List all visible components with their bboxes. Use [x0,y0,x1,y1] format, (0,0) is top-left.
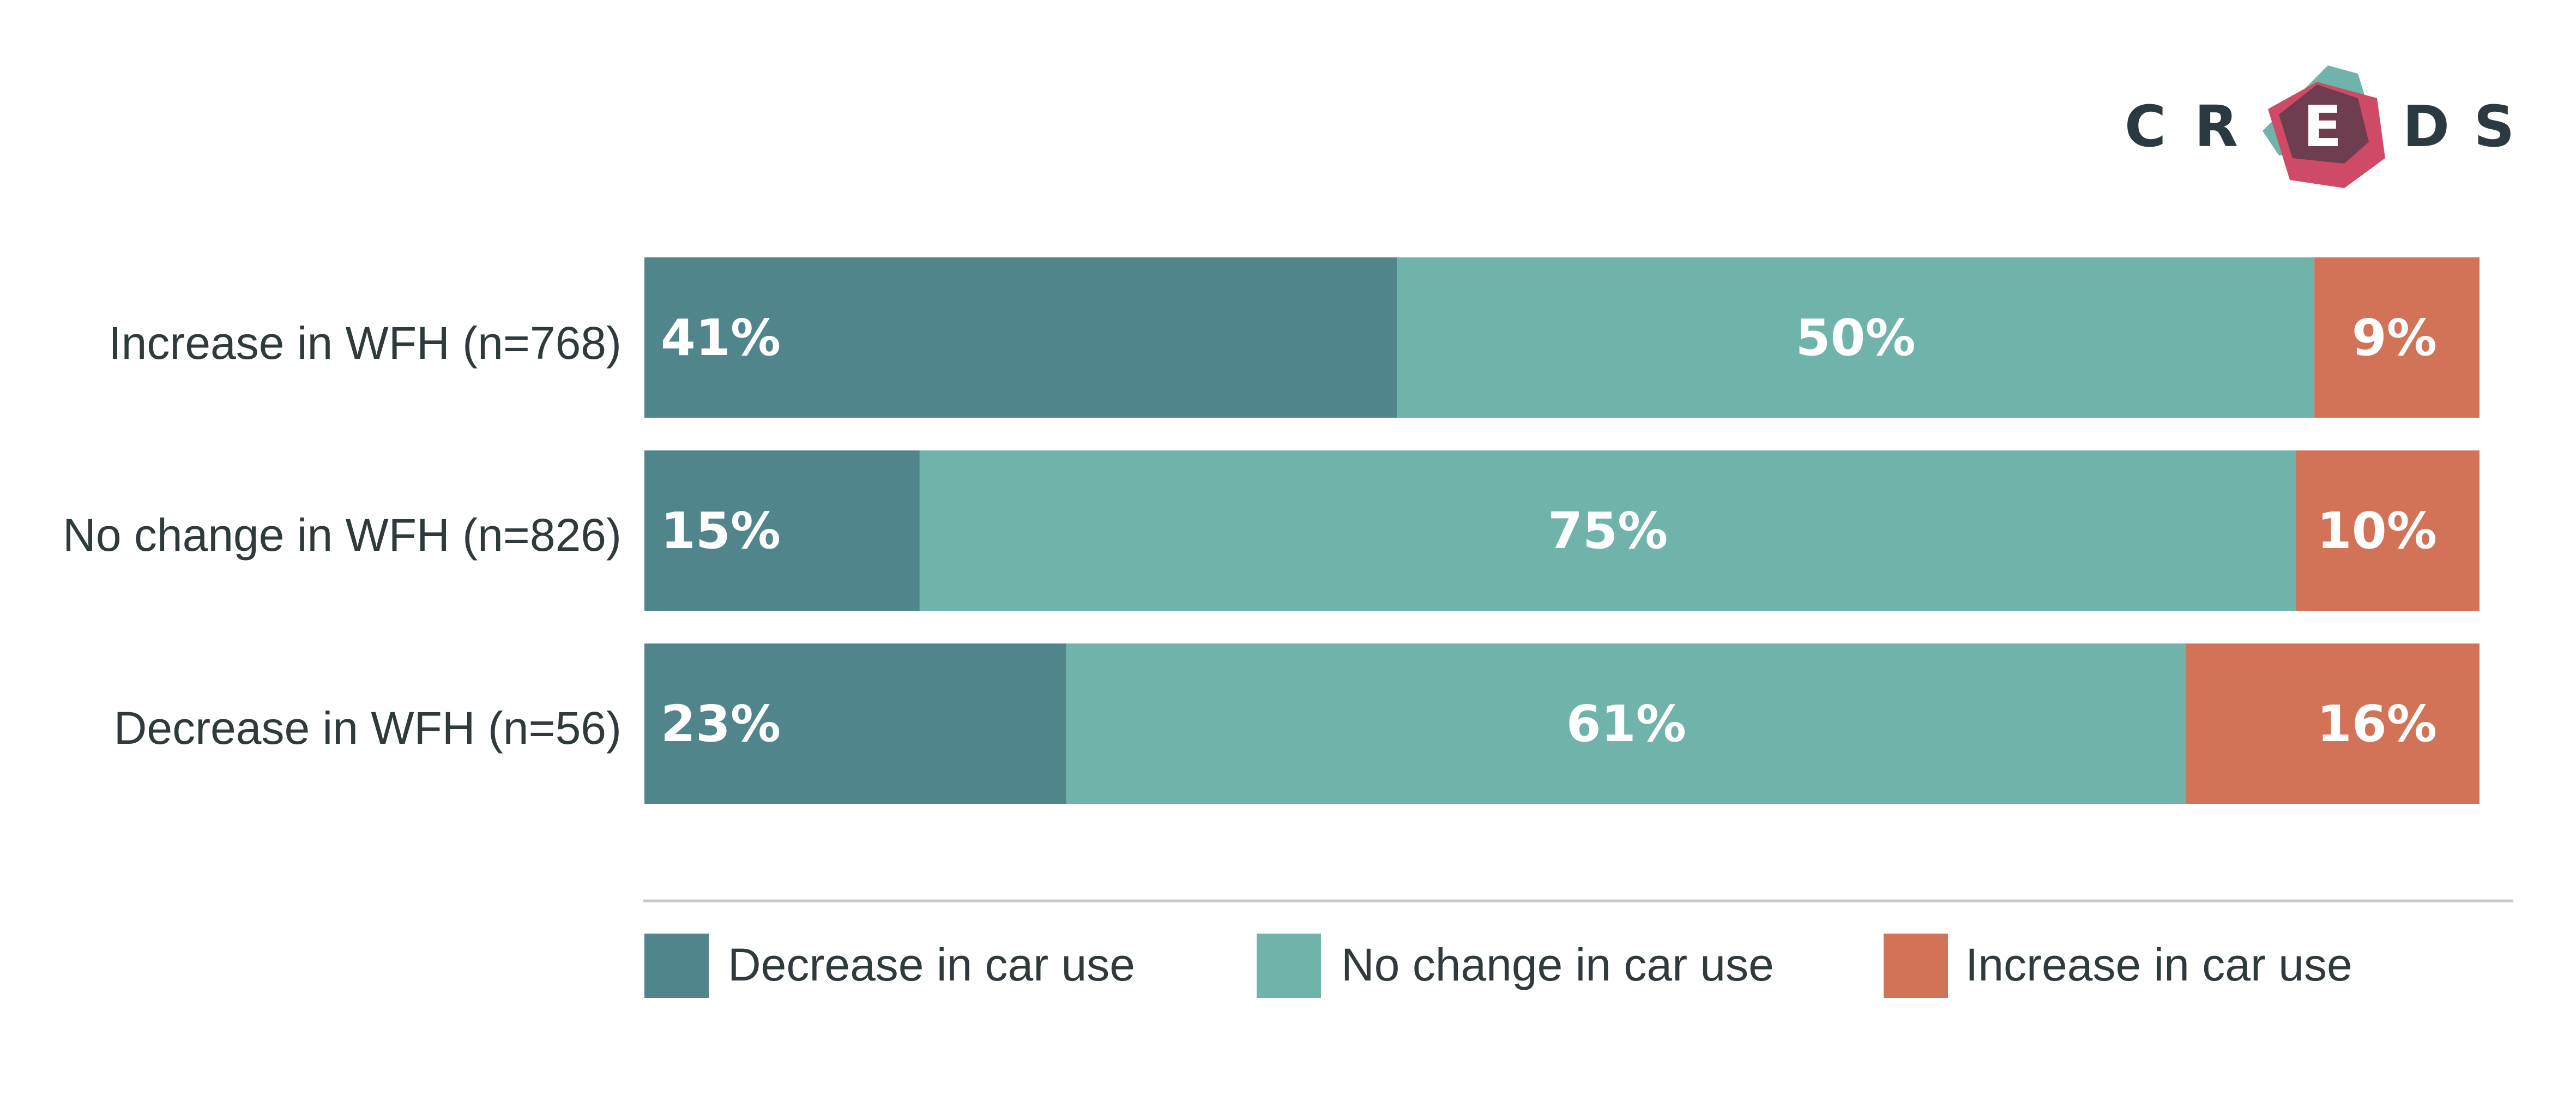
bar-group [644,257,2480,804]
bar-value-label: 15% [661,502,781,560]
category-label: Decrease in WFH (n=56) [114,702,622,754]
logo-letter-d: D [2403,93,2450,160]
bar-value-label: 9% [2352,309,2437,367]
legend-swatch-increase [1884,934,1948,998]
bar-no-change [919,450,2296,611]
logo-letter-c: C [2125,93,2166,160]
bar-increase [2314,257,2480,418]
logo-letter-e: E [2303,93,2342,160]
category-label: Increase in WFH (n=768) [108,317,622,369]
legend-label-increase: Increase in car use [1965,939,2352,990]
category-label: No change in WFH (n=826) [63,509,622,561]
logo-overlap-shape [2279,85,2369,164]
bar-value-label: 75% [1548,502,1668,560]
bar-value-label: 41% [661,309,781,367]
legend-swatch-no-change [1257,934,1321,998]
bar-label-group: 41% 50% 9% 15% 75% 10% 23% 61% 16% [661,309,2437,753]
bar-value-label: 16% [2317,695,2437,753]
logo-letter-r: R [2194,93,2238,160]
creds-logo: C R E D S [2125,65,2515,188]
bar-value-label: 61% [1566,695,1686,753]
bar-decrease [644,643,1067,804]
legend-label-decrease: Decrease in car use [728,939,1135,990]
logo-letter-s: S [2474,93,2515,160]
bar-decrease [644,257,1397,418]
bar-value-label: 10% [2317,502,2437,560]
creds-logo-mark [2263,65,2385,188]
legend-label-no-change: No change in car use [1341,939,1774,990]
bar-decrease [644,450,920,611]
bar-value-label: 50% [1795,309,1915,367]
legend-swatch-decrease [644,934,709,998]
bar-no-change [1397,257,2315,418]
bar-no-change [1066,643,2186,804]
bar-increase [2186,643,2480,804]
bar-value-label: 23% [661,695,781,753]
legend: Decrease in car use No change in car use… [644,934,2352,998]
bar-increase [2296,450,2480,611]
